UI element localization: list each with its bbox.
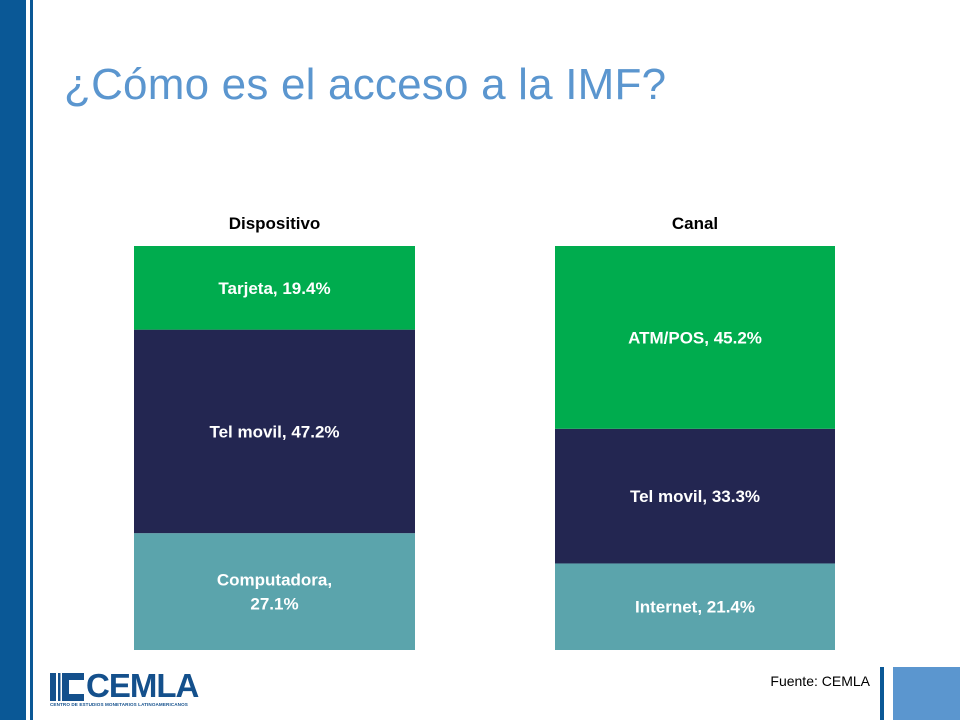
bar-label-0-1-0: Tel movil, 47.2% — [209, 422, 339, 441]
cemla-logo-subtitle: CENTRO DE ESTUDIOS MONETARIOS LATINOAMER… — [50, 702, 188, 707]
cemla-logo-mark-icon — [50, 673, 84, 701]
source-note: Fuente: CEMLA — [770, 673, 870, 689]
bar-segment-1-2 — [555, 246, 835, 429]
bar-segment-0-1 — [134, 329, 415, 534]
bar-label-1-1-0: Tel movil, 33.3% — [630, 487, 760, 506]
cemla-logo: CEMLA CENTRO DE ESTUDIOS MONETARIOS LATI… — [50, 669, 199, 709]
slide-title: ¿Cómo es el acceso a la IMF? — [64, 60, 667, 109]
bar-segment-0-2 — [134, 246, 415, 330]
bar-segment-0-0 — [134, 533, 415, 650]
bar-segment-1-1 — [555, 428, 835, 564]
cemla-logo-text: CEMLA — [86, 667, 199, 704]
bar-label-0-0-1: 27.1% — [250, 595, 298, 614]
corner-block — [893, 667, 960, 720]
left-sidebar-band — [0, 0, 26, 720]
corner-line — [880, 667, 884, 720]
bar-label-1-0-0: Internet, 21.4% — [635, 598, 755, 617]
chart-title-canal: Canal — [671, 214, 719, 233]
bar-segment-1-0 — [555, 563, 835, 650]
bar-label-0-2-0: Tarjeta, 19.4% — [218, 279, 330, 298]
chart-title-dispositivo: Dispositivo — [228, 214, 321, 233]
left-sidebar-line — [30, 0, 33, 720]
bar-label-0-0-0: Computadora, — [217, 571, 332, 590]
bar-label-1-2-0: ATM/POS, 45.2% — [628, 328, 762, 347]
